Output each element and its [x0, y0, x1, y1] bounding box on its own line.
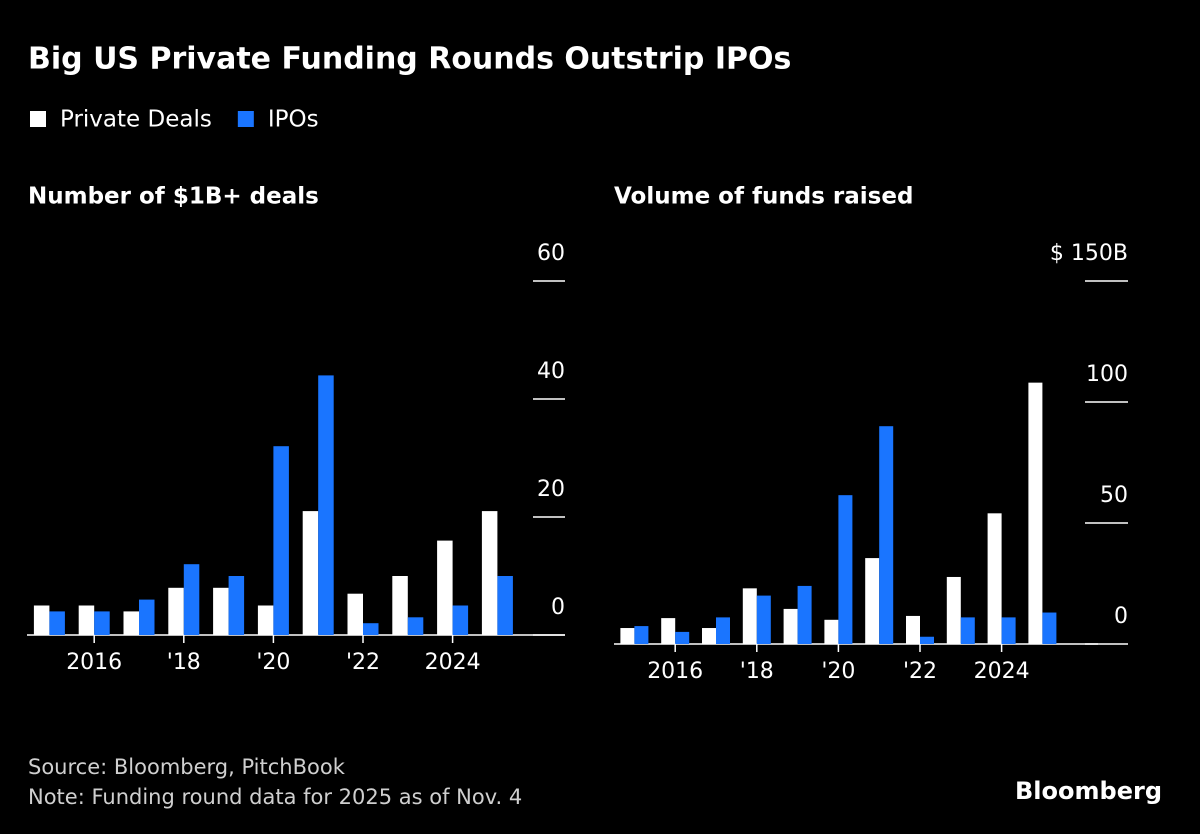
x-tick-label: '18 [167, 650, 201, 675]
bar [94, 611, 110, 635]
bar [742, 588, 757, 644]
chart-title: Number of $1B+ deals [28, 184, 319, 210]
bar [392, 576, 408, 635]
bar [228, 576, 245, 635]
bar [183, 564, 200, 635]
bar [33, 605, 50, 635]
bar [783, 608, 798, 644]
bar [497, 576, 513, 635]
bar [702, 628, 716, 644]
bar [1028, 382, 1043, 644]
bar [363, 623, 379, 635]
y-tick-label: 100 [1086, 362, 1128, 387]
bar [946, 576, 961, 644]
bar [302, 511, 319, 635]
bar [452, 605, 469, 635]
x-tick-label: '20 [821, 659, 855, 684]
bar [347, 593, 363, 635]
bar [879, 426, 894, 644]
bar [620, 628, 635, 644]
bar [661, 618, 676, 644]
legend-swatch [237, 111, 254, 127]
bar [139, 599, 155, 635]
x-tick-label: '20 [256, 650, 290, 675]
bar [675, 631, 690, 644]
bar [123, 611, 139, 635]
bar [716, 617, 730, 644]
bar [756, 595, 771, 644]
bar [634, 626, 649, 644]
bar [865, 558, 880, 644]
note: Note: Funding round data for 2025 as of … [28, 785, 522, 809]
legend-label: IPOs [268, 107, 319, 133]
bar [213, 587, 229, 635]
bar [960, 617, 975, 644]
title: Big US Private Funding Rounds Outstrip I… [28, 42, 791, 77]
bar [318, 375, 334, 635]
bar [481, 511, 498, 635]
bar [78, 605, 95, 635]
bar [838, 495, 853, 644]
y-tick-label: 40 [537, 359, 565, 384]
brand: Bloomberg [1015, 777, 1162, 805]
bar [920, 636, 934, 644]
bar [273, 446, 289, 635]
bar [987, 513, 1002, 644]
bar [437, 540, 453, 635]
x-tick-label: 2024 [974, 659, 1030, 684]
bar [1042, 612, 1057, 644]
x-tick-label: '22 [903, 659, 937, 684]
bar [257, 605, 274, 635]
x-tick-label: '22 [346, 650, 380, 675]
y-tick-label: 20 [537, 477, 565, 502]
y-tick-label: $ 150B [1050, 241, 1128, 266]
bar [1001, 617, 1016, 644]
x-tick-label: 2016 [66, 650, 122, 675]
bar [824, 619, 839, 644]
chart-title: Volume of funds raised [614, 184, 913, 210]
bar [407, 617, 424, 635]
source: Source: Bloomberg, PitchBook [28, 755, 346, 779]
y-tick-label: 60 [537, 241, 565, 266]
y-tick-label: 50 [1100, 483, 1128, 508]
x-tick-label: '18 [740, 659, 774, 684]
legend-swatch [30, 111, 46, 127]
x-tick-label: 2024 [425, 650, 481, 675]
bar [797, 585, 812, 644]
x-tick-label: 2016 [647, 659, 703, 684]
y-tick-label: 0 [551, 595, 565, 620]
bar [49, 611, 65, 635]
bar [906, 615, 920, 644]
legend-label: Private Deals [60, 107, 212, 133]
bar [168, 587, 184, 635]
y-tick-label: 0 [1114, 604, 1128, 629]
